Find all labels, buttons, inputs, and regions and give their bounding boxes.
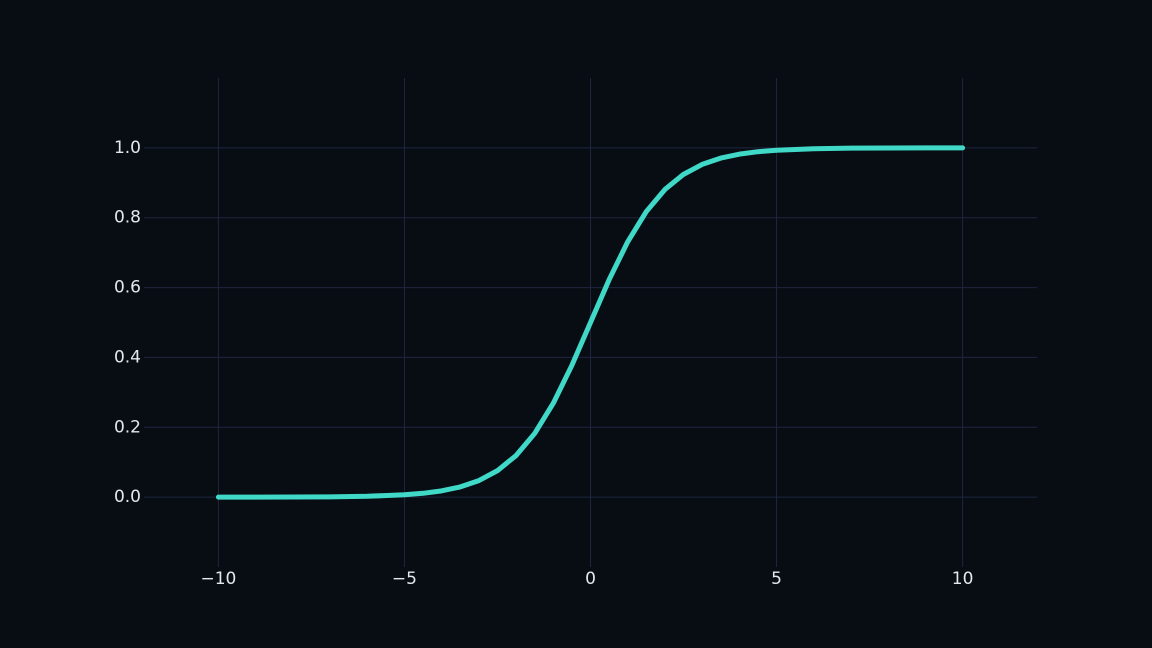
x-tick-label: −10 xyxy=(200,569,236,589)
y-tick-label: 0.2 xyxy=(114,417,141,437)
y-tick-label: 0.4 xyxy=(114,347,141,367)
x-tick-label: 10 xyxy=(952,569,974,589)
y-tick-label: 0.6 xyxy=(114,278,141,298)
y-tick-label: 1.0 xyxy=(114,138,141,158)
y-axis-ticks: 0.0 0.2 0.4 0.6 0.8 1.0 xyxy=(114,138,141,507)
series-layer xyxy=(215,145,966,500)
y-tick-label: 0.0 xyxy=(114,487,141,507)
series-line-0 xyxy=(215,145,966,500)
x-tick-label: 5 xyxy=(771,569,782,589)
x-tick-label: −5 xyxy=(392,569,417,589)
x-tick-label: 0 xyxy=(585,569,596,589)
y-tick-label: 0.8 xyxy=(114,208,141,228)
x-axis-ticks: −10 −5 0 5 10 xyxy=(200,569,973,589)
